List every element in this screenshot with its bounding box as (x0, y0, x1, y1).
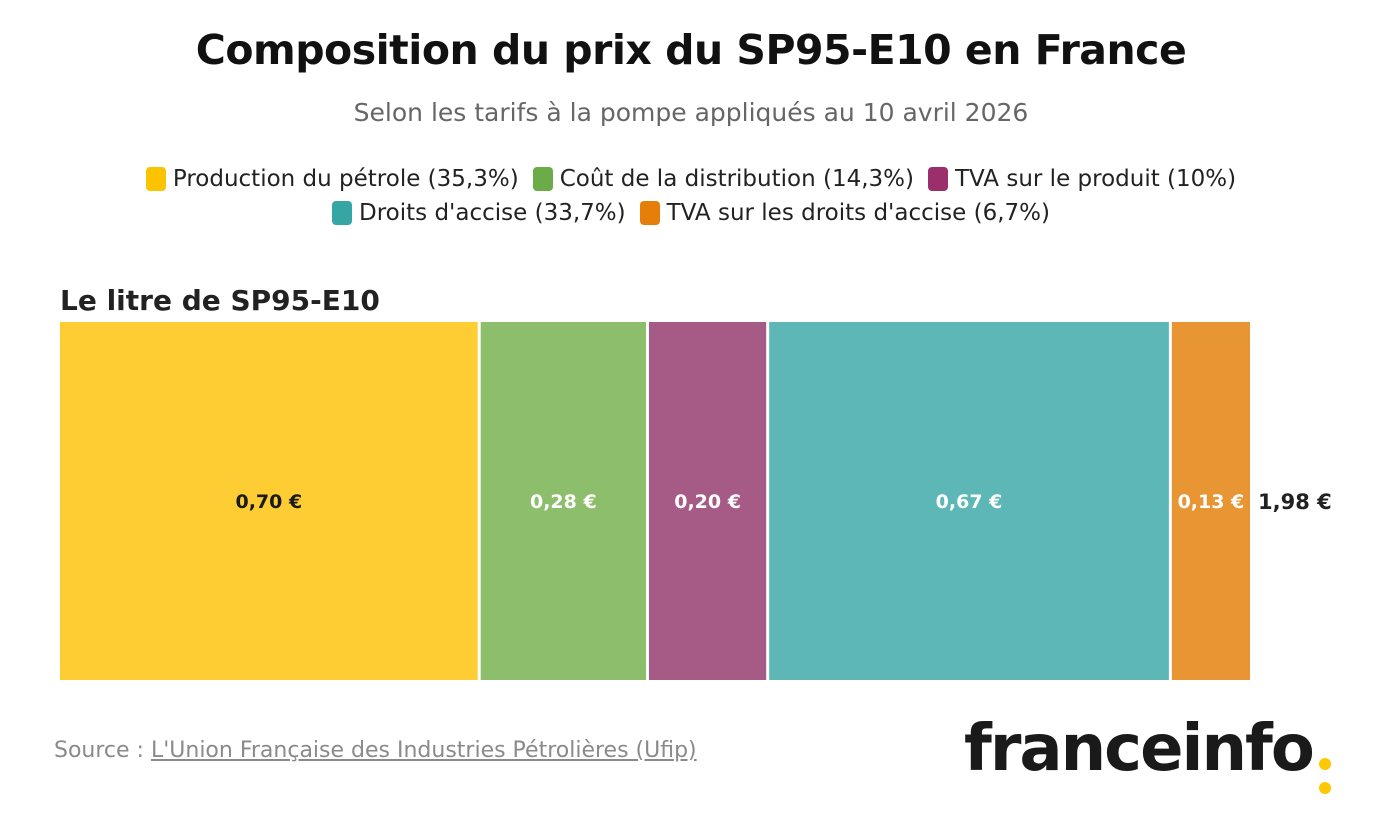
data-label: 0,67 € (936, 491, 1003, 513)
legend-item: Droits d'accise (33,7%) (332, 200, 626, 226)
legend-item: Coût de la distribution (14,3%) (532, 166, 914, 192)
legend-swatch (532, 167, 553, 191)
legend-swatch (332, 201, 353, 225)
legend-label: Droits d'accise (33,7%) (359, 200, 626, 226)
legend-item: TVA sur le produit (10%) (928, 166, 1236, 192)
data-label: 0,20 € (674, 491, 741, 513)
data-label: 0,70 € (235, 491, 302, 513)
bar-segment (60, 322, 478, 680)
logo-text: franceinfo (964, 712, 1315, 786)
total-label: 1,98 € (1258, 490, 1332, 514)
source-note: Source : L'Union Française des Industrie… (54, 738, 697, 763)
legend: Production du pétrole (35,3%) Coût de la … (60, 166, 1322, 226)
bar-title: Le litre de SP95-E10 (60, 284, 380, 317)
legend-label: Coût de la distribution (14,3%) (559, 166, 914, 192)
legend-label: TVA sur le produit (10%) (955, 166, 1237, 192)
legend-label: Production du pétrole (35,3%) (172, 166, 519, 192)
legend-item: Production du pétrole (35,3%) (145, 166, 519, 192)
bar-segment (648, 322, 767, 680)
data-label: 0,13 € (1178, 491, 1245, 513)
legend-swatch (145, 167, 166, 191)
legend-label: TVA sur les droits d'accise (6,7%) (666, 200, 1050, 226)
bar-segment (769, 322, 1169, 680)
data-label: 0,28 € (530, 491, 597, 513)
legend-item: TVA sur les droits d'accise (6,7%) (639, 200, 1050, 226)
chart-subtitle: Selon les tarifs à la pompe appliqués au… (353, 98, 1029, 127)
legend-swatch (928, 167, 948, 191)
legend-swatch (639, 201, 660, 225)
chart-title: Composition du prix du SP95-E10 en Franc… (195, 26, 1187, 74)
source-prefix: Source : (54, 738, 151, 763)
logo-colon-icon (1318, 758, 1331, 794)
franceinfo-logo: franceinfo (964, 712, 1331, 794)
source-link[interactable]: L'Union Française des Industries Pétroli… (150, 738, 697, 763)
bar-segment (1171, 322, 1250, 680)
bar-segment (480, 322, 646, 680)
